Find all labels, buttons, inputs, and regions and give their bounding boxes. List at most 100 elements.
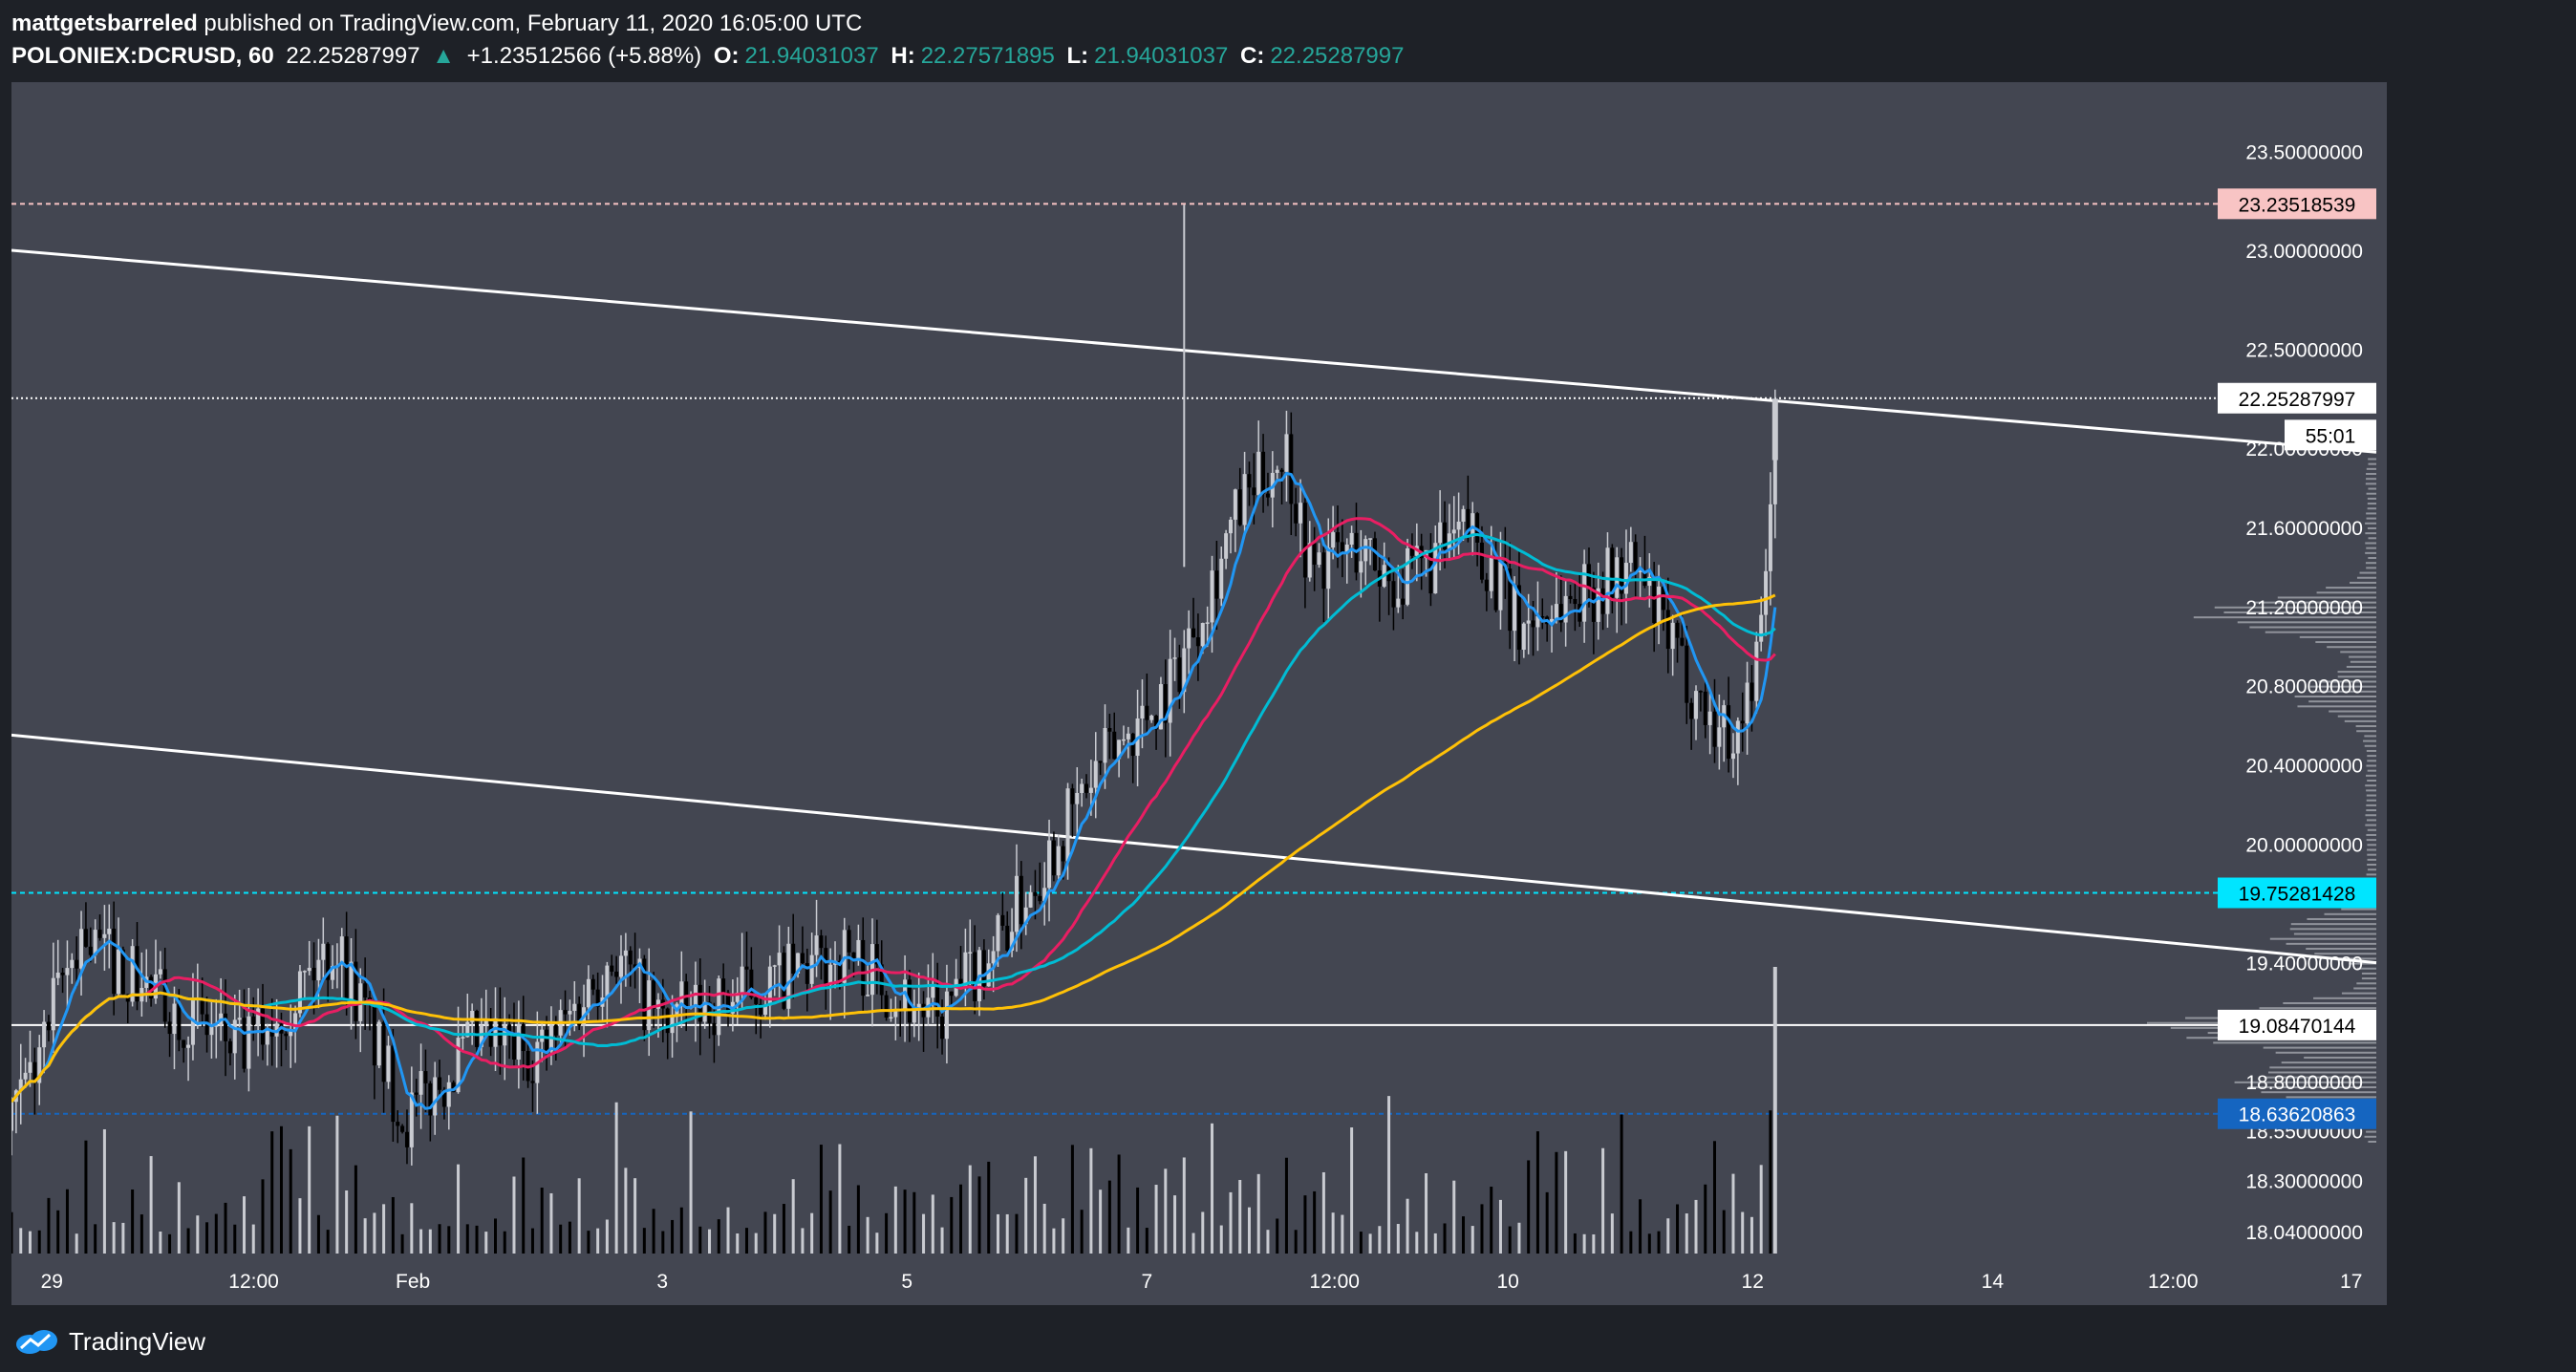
candle-body bbox=[698, 984, 702, 1022]
candle-body bbox=[23, 1072, 28, 1080]
volume-bar bbox=[1722, 1210, 1726, 1254]
volume-profile-bar bbox=[2355, 725, 2376, 728]
volume-bar bbox=[1647, 1233, 1651, 1254]
volume-bar bbox=[289, 1148, 292, 1254]
candle-body bbox=[381, 1021, 386, 1083]
x-axis-tick-label: Feb bbox=[396, 1271, 430, 1293]
volume-profile-bar bbox=[2365, 562, 2376, 565]
candle-body bbox=[1038, 895, 1042, 902]
candle-body bbox=[618, 955, 623, 977]
volume-bar bbox=[1341, 1214, 1344, 1254]
candle-body bbox=[409, 1092, 414, 1147]
volume-bar bbox=[243, 1196, 247, 1254]
volume-bar bbox=[465, 1224, 469, 1254]
candle-body bbox=[1470, 513, 1475, 537]
volume-bar bbox=[1266, 1230, 1270, 1254]
candle-body bbox=[265, 1030, 269, 1045]
volume-profile-bar bbox=[2366, 794, 2376, 797]
volume-profile-bar bbox=[2341, 908, 2376, 911]
close-value: 22.25287997 bbox=[1270, 43, 1405, 69]
candle-body bbox=[1331, 532, 1336, 548]
volume-bar bbox=[224, 1202, 227, 1254]
volume-profile-bar bbox=[2365, 482, 2376, 485]
candle-body bbox=[963, 952, 968, 987]
volume-bar bbox=[1042, 1203, 1046, 1254]
candle-body bbox=[391, 1045, 396, 1123]
candle-body bbox=[655, 999, 660, 1009]
volume-bar bbox=[131, 1189, 135, 1254]
volume-profile-bar bbox=[2367, 507, 2376, 510]
candle-body bbox=[1694, 691, 1699, 719]
candle-body bbox=[610, 965, 614, 972]
ma-teal-line bbox=[11, 532, 1776, 1104]
candle-body bbox=[1754, 641, 1759, 701]
candle-body bbox=[973, 952, 977, 1001]
candle-body bbox=[51, 977, 55, 1031]
volume-bar bbox=[308, 1125, 311, 1254]
volume-bar bbox=[1294, 1230, 1298, 1254]
tradingview-logo-icon bbox=[16, 1330, 57, 1354]
candle-body bbox=[1098, 761, 1103, 763]
candle-body bbox=[851, 952, 856, 958]
candle-body bbox=[42, 1021, 47, 1048]
candle-body bbox=[1451, 529, 1456, 534]
price-level-tag bbox=[2218, 188, 2376, 220]
volume-profile-bar bbox=[2283, 1001, 2376, 1004]
chart-pane[interactable]: 23.5000000023.0000000022.5000000022.0000… bbox=[11, 82, 2387, 1305]
candle-body bbox=[88, 946, 93, 955]
footer-brand[interactable]: TradingView bbox=[13, 1320, 205, 1362]
candle-body bbox=[1359, 561, 1363, 573]
volume-profile-bar bbox=[2368, 557, 2376, 560]
volume-profile-bar bbox=[2326, 587, 2376, 590]
symbol-label[interactable]: POLONIEX:DCRUSD, 60 bbox=[11, 43, 274, 69]
volume-bar bbox=[1321, 1171, 1325, 1254]
volume-bar bbox=[1089, 1147, 1093, 1254]
open-value: 21.94031037 bbox=[744, 43, 879, 69]
high-label: H: bbox=[891, 43, 915, 69]
candle-body bbox=[856, 939, 861, 958]
volume-bar bbox=[968, 1165, 972, 1254]
volume-profile-bar bbox=[2324, 912, 2376, 915]
candle-body bbox=[777, 953, 782, 966]
candle-body bbox=[912, 1010, 916, 1023]
volume-bar bbox=[112, 1222, 116, 1254]
volume-profile-bar bbox=[2259, 1007, 2376, 1010]
candle-body bbox=[1493, 555, 1498, 611]
volume-bar bbox=[270, 1131, 274, 1254]
candle-body bbox=[1638, 570, 1642, 572]
volume-profile-bar bbox=[2261, 1091, 2376, 1094]
volume-bar bbox=[1564, 1150, 1568, 1254]
candle-body bbox=[1252, 487, 1256, 496]
volume-profile-bar bbox=[2337, 671, 2376, 674]
candle-body bbox=[475, 1011, 480, 1047]
candle-body bbox=[944, 991, 949, 1040]
candle-body bbox=[1242, 474, 1247, 525]
volume-bar bbox=[856, 1185, 860, 1254]
volume-bar bbox=[1639, 1199, 1642, 1254]
volume-profile-bar bbox=[2254, 601, 2376, 604]
candle-body bbox=[1163, 684, 1168, 723]
volume-bar bbox=[345, 1190, 349, 1254]
volume-bar bbox=[159, 1232, 162, 1254]
volume-profile-bar bbox=[2337, 715, 2376, 718]
volume-bar bbox=[233, 1224, 237, 1254]
volume-profile-bar bbox=[2290, 923, 2376, 926]
candle-body bbox=[1573, 598, 1578, 605]
candle-body bbox=[149, 976, 154, 999]
candle-body bbox=[1610, 547, 1615, 598]
candle-body bbox=[1265, 493, 1270, 498]
x-axis-tick-label: 29 bbox=[41, 1271, 63, 1293]
volume-bar bbox=[652, 1209, 655, 1254]
candle-body bbox=[1224, 533, 1229, 559]
price-chart[interactable]: 23.5000000023.0000000022.5000000022.0000… bbox=[11, 82, 2387, 1305]
candle-body bbox=[18, 1079, 23, 1091]
candle-body bbox=[102, 933, 107, 938]
volume-profile-bar bbox=[2367, 780, 2376, 782]
candle-body bbox=[1336, 532, 1341, 543]
up-arrow-icon: ▲ bbox=[432, 43, 455, 69]
volume-bar bbox=[1470, 1226, 1474, 1254]
volume-bar bbox=[1145, 1228, 1148, 1254]
author-name[interactable]: mattgetsbarreled bbox=[11, 11, 198, 36]
candle-body bbox=[614, 971, 619, 977]
volume-bar bbox=[922, 1213, 926, 1254]
